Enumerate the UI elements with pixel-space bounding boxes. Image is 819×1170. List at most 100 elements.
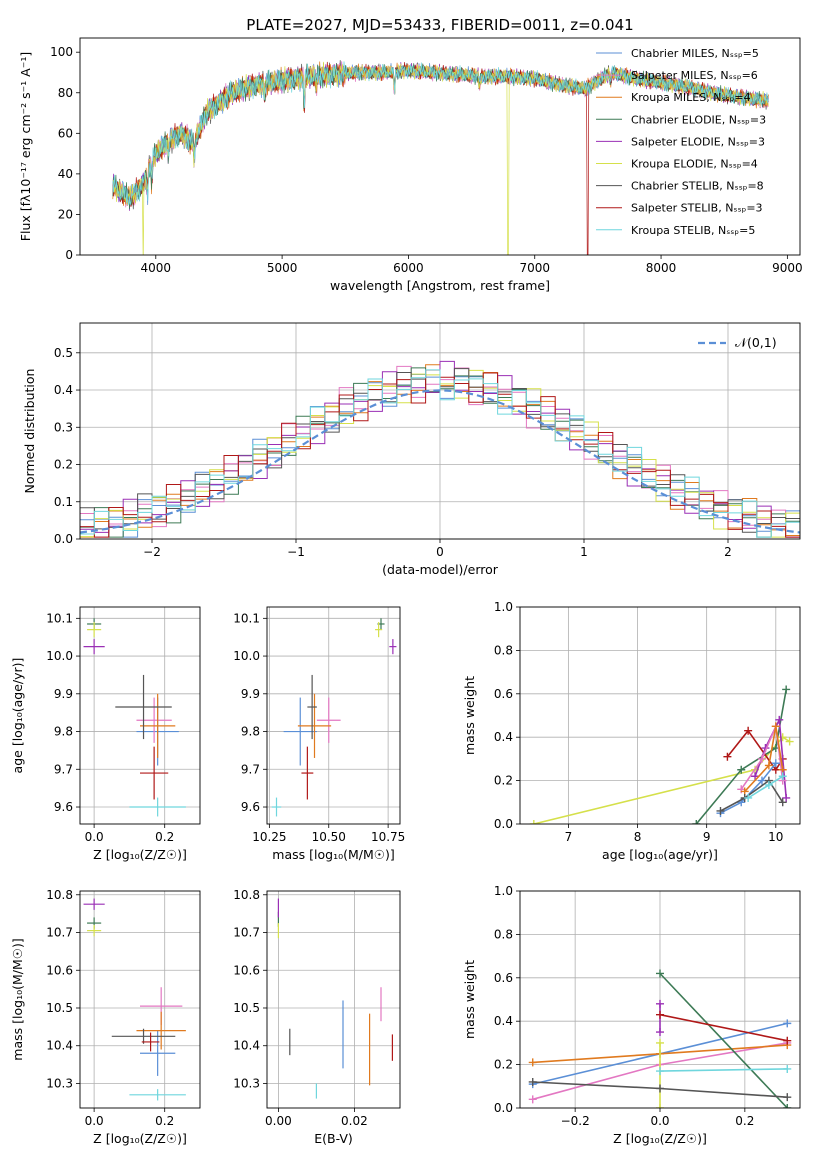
plot-area <box>528 969 792 1108</box>
y-tick-label: 0.1 <box>54 495 73 509</box>
x-tick-label: 0.0 <box>85 830 104 844</box>
x-axis-label: E(B-V) <box>314 1131 353 1146</box>
y-tick-label: 10.4 <box>233 1039 260 1053</box>
x-axis-label: Z [log₁₀(Z/Z☉)] <box>93 847 187 862</box>
y-tick-label: 0.6 <box>494 971 513 985</box>
y-tick-label: 10.6 <box>233 963 260 977</box>
x-tick-label: 2 <box>724 545 732 559</box>
plus-marker <box>775 715 784 724</box>
plus-marker <box>656 999 664 1008</box>
mass-weight-line <box>659 1068 788 1072</box>
normal-reference-curve <box>80 389 800 534</box>
y-axis-label: age [log₁₀(age/yr)] <box>10 658 25 774</box>
ticks: 10.25 10.50 10.75 9.6 9.7 9.8 9.9 10.0 10.1 <box>233 611 405 844</box>
panel-1: −2 −1 0 1 2 0.0 0.1 0.2 0.3 0.4 0.5 (data-model)/er… <box>22 322 801 577</box>
plus-marker <box>778 772 787 781</box>
error-bar-point <box>129 797 186 817</box>
x-tick-label: −2 <box>143 545 161 559</box>
plus-marker <box>723 752 732 761</box>
ticks: 0.0 0.2 9.6 9.7 9.8 9.9 10.0 10.1 <box>46 611 174 844</box>
x-tick-label: 0.02 <box>341 1114 368 1128</box>
y-tick-label: 1.0 <box>494 600 513 614</box>
x-axis-label: mass [log₁₀(M/M☉)] <box>272 847 394 862</box>
panel-0: 4000 5000 6000 7000 8000 9000 0 20 40 60 80 100 wave… <box>18 16 803 293</box>
x-tick-label: 7000 <box>519 261 550 275</box>
x-tick-label: 9 <box>703 830 711 844</box>
y-tick-label: 60 <box>58 126 73 140</box>
mass-weight-line <box>533 736 791 824</box>
ticks: 0.0 0.2 10.3 10.4 10.5 10.6 10.7 10.8 <box>46 888 174 1128</box>
plus-marker <box>771 759 780 768</box>
y-tick-label: 0.0 <box>54 532 73 546</box>
plus-marker <box>744 793 753 802</box>
error-bar-point <box>141 1032 160 1052</box>
y-tick-label: 10.4 <box>46 1039 73 1053</box>
x-axis-label: Z [log₁₀(Z/Z☉)] <box>613 1131 707 1146</box>
y-tick-label: 10.7 <box>233 926 260 940</box>
x-tick-label: 5000 <box>267 261 298 275</box>
grid <box>267 607 400 824</box>
plus-marker <box>716 806 725 815</box>
histogram-step <box>80 369 800 539</box>
y-tick-label: 0.2 <box>494 774 513 788</box>
axes-frame <box>519 890 801 1109</box>
x-tick-label: 1 <box>580 545 588 559</box>
plus-marker <box>782 685 791 694</box>
plot-area <box>529 685 794 824</box>
y-tick-label: 0.3 <box>54 420 73 434</box>
axes-frame <box>79 890 201 1109</box>
y-tick-label: 80 <box>58 86 73 100</box>
y-tick-label: 10.5 <box>46 1001 73 1015</box>
mass-weight-line <box>659 972 788 1108</box>
x-tick-label: 10 <box>768 830 783 844</box>
plot-area <box>112 60 769 255</box>
plus-marker <box>656 1038 664 1047</box>
plus-marker <box>656 1028 664 1037</box>
mass-weight-line <box>740 723 784 790</box>
y-tick-label: 10.1 <box>233 611 260 625</box>
x-tick-label: 0.2 <box>155 830 174 844</box>
plus-marker <box>744 726 753 735</box>
x-tick-label: 8 <box>634 830 642 844</box>
error-bar-point <box>301 746 314 800</box>
y-tick-label: 0.4 <box>494 1014 513 1028</box>
chart-title: PLATE=2027, MJD=53433, FIBERID=0011, z=0… <box>246 16 633 34</box>
x-tick-label: 10.25 <box>252 830 286 844</box>
error-bar-point <box>316 697 341 743</box>
legend-label: Chabrier MILES, Nₛₛₚ=5 <box>631 47 759 60</box>
error-bar-point <box>87 924 102 937</box>
y-axis-label: Flux [fλ10⁻¹⁷ erg cm⁻² s⁻¹ A⁻¹] <box>18 52 33 241</box>
legend-label: Kroupa MILES, Nₛₛₚ=4 <box>631 91 751 104</box>
axes-frame <box>266 606 401 825</box>
error-bar-point <box>136 697 172 743</box>
plot-area <box>271 618 397 817</box>
legend-label: Chabrier ELODIE, Nₛₛₚ=3 <box>631 113 766 126</box>
panel-3: 10.25 10.50 10.75 9.6 9.7 9.8 9.9 10.0 10.1 mass … <box>233 606 405 862</box>
x-tick-label: 0.2 <box>735 1114 754 1128</box>
y-tick-label: 1.0 <box>494 884 513 898</box>
axes-frame <box>266 890 401 1109</box>
plus-marker <box>783 1104 792 1108</box>
y-tick-label: 10.8 <box>46 888 73 902</box>
legend-label: 𝒩(0,1) <box>735 335 777 350</box>
y-tick-label: 10.0 <box>233 649 260 663</box>
panel-2: 0.0 0.2 9.6 9.7 9.8 9.9 10.0 10.1 Z [log₁₀(Z/Z☉)… <box>10 606 201 862</box>
y-tick-label: 0.5 <box>54 346 73 360</box>
y-tick-label: 0.4 <box>54 383 73 397</box>
y-tick-label: 9.6 <box>241 800 260 814</box>
y-tick-label: 10.7 <box>46 926 73 940</box>
x-tick-label: 0.0 <box>650 1114 669 1128</box>
ticks: 0.00 0.02 10.3 10.4 10.5 10.6 10.7 10.8 <box>233 888 367 1128</box>
x-axis-label: age [log₁₀(age/yr)] <box>602 847 718 862</box>
y-tick-label: 9.9 <box>241 687 260 701</box>
x-tick-label: 10.50 <box>312 830 346 844</box>
y-tick-label: 9.6 <box>54 800 73 814</box>
error-bar-point <box>389 639 397 655</box>
plus-marker <box>692 820 701 824</box>
x-tick-label: 0.00 <box>265 1114 292 1128</box>
error-bar-point <box>87 622 102 638</box>
y-tick-label: 9.7 <box>241 762 260 776</box>
mass-weight-line <box>726 729 784 772</box>
mass-weight-line <box>744 726 784 793</box>
